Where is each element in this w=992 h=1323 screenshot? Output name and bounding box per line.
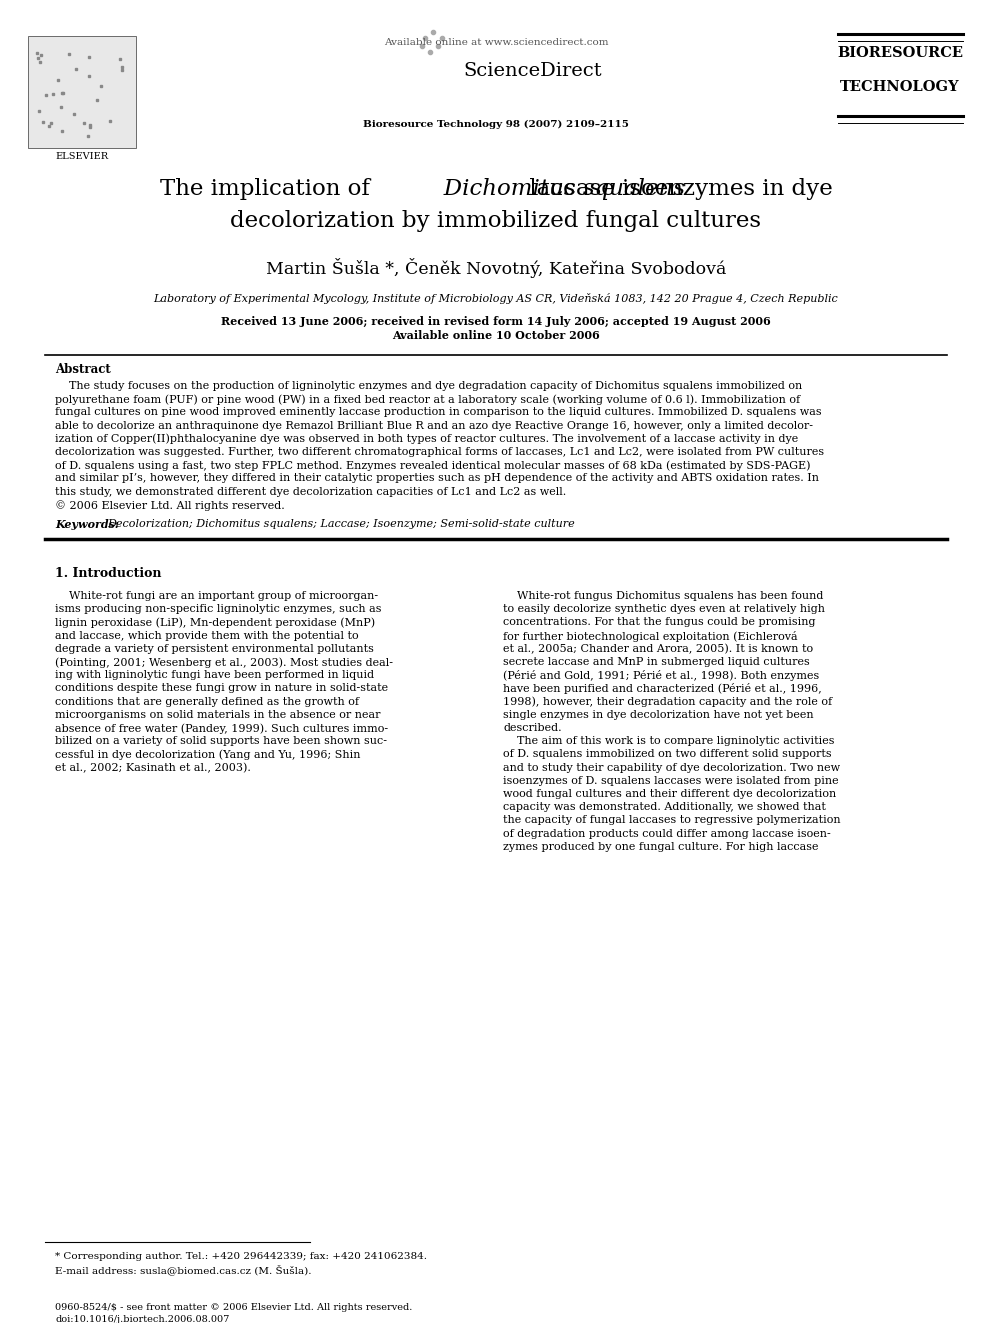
Text: the capacity of fungal laccases to regressive polymerization: the capacity of fungal laccases to regre… [503, 815, 840, 826]
Text: of D. squalens using a fast, two step FPLC method. Enzymes revealed identical mo: of D. squalens using a fast, two step FP… [55, 460, 810, 471]
Text: zymes produced by one fungal culture. For high laccase: zymes produced by one fungal culture. Fo… [503, 841, 818, 852]
Text: (Périé and Gold, 1991; Périé et al., 1998). Both enzymes: (Périé and Gold, 1991; Périé et al., 199… [503, 671, 819, 681]
Text: BIORESOURCE: BIORESOURCE [837, 46, 963, 60]
Text: and similar pI’s, however, they differed in their catalytic properties such as p: and similar pI’s, however, they differed… [55, 474, 819, 483]
Text: wood fungal cultures and their different dye decolorization: wood fungal cultures and their different… [503, 789, 836, 799]
Text: Martin Šušla *, Čeněk Novotný, Kateřina Svobodová: Martin Šušla *, Čeněk Novotný, Kateřina … [266, 258, 726, 278]
Text: absence of free water (Pandey, 1999). Such cultures immo-: absence of free water (Pandey, 1999). Su… [55, 722, 388, 733]
Text: able to decolorize an anthraquinone dye Remazol Brilliant Blue R and an azo dye : able to decolorize an anthraquinone dye … [55, 421, 813, 430]
Text: ScienceDirect: ScienceDirect [463, 62, 601, 79]
Text: this study, we demonstrated different dye decolorization capacities of Lc1 and L: this study, we demonstrated different dy… [55, 487, 566, 496]
Text: Dichomitus squalens: Dichomitus squalens [307, 179, 685, 200]
Text: secrete laccase and MnP in submerged liquid cultures: secrete laccase and MnP in submerged liq… [503, 658, 809, 667]
Text: polyurethane foam (PUF) or pine wood (PW) in a fixed bed reactor at a laboratory: polyurethane foam (PUF) or pine wood (PW… [55, 394, 801, 405]
Text: of D. squalens immobilized on two different solid supports: of D. squalens immobilized on two differ… [503, 749, 831, 759]
Text: isoenzymes of D. squalens laccases were isolated from pine: isoenzymes of D. squalens laccases were … [503, 775, 838, 786]
Text: of degradation products could differ among laccase isoen-: of degradation products could differ amo… [503, 828, 830, 839]
Text: conditions despite these fungi grow in nature in solid-state: conditions despite these fungi grow in n… [55, 684, 388, 693]
Text: bilized on a variety of solid supports have been shown suc-: bilized on a variety of solid supports h… [55, 736, 387, 746]
Text: (Pointing, 2001; Wesenberg et al., 2003). Most studies deal-: (Pointing, 2001; Wesenberg et al., 2003)… [55, 658, 393, 668]
Text: The study focuses on the production of ligninolytic enzymes and dye degradation : The study focuses on the production of l… [55, 381, 803, 392]
Text: decolorization by immobilized fungal cultures: decolorization by immobilized fungal cul… [230, 210, 762, 232]
Text: isms producing non-specific ligninolytic enzymes, such as: isms producing non-specific ligninolytic… [55, 605, 382, 614]
Text: lignin peroxidase (LiP), Mn-dependent peroxidase (MnP): lignin peroxidase (LiP), Mn-dependent pe… [55, 618, 375, 628]
Text: cessful in dye decolorization (Yang and Yu, 1996; Shin: cessful in dye decolorization (Yang and … [55, 749, 360, 759]
Text: © 2006 Elsevier Ltd. All rights reserved.: © 2006 Elsevier Ltd. All rights reserved… [55, 500, 285, 511]
Text: microorganisms on solid materials in the absence or near: microorganisms on solid materials in the… [55, 710, 381, 720]
Text: Keywords:: Keywords: [55, 519, 127, 531]
Text: single enzymes in dye decolorization have not yet been: single enzymes in dye decolorization hav… [503, 710, 813, 720]
Text: ing with ligninolytic fungi have been performed in liquid: ing with ligninolytic fungi have been pe… [55, 671, 374, 680]
Text: Received 13 June 2006; received in revised form 14 July 2006; accepted 19 August: Received 13 June 2006; received in revis… [221, 316, 771, 327]
Text: 1. Introduction: 1. Introduction [55, 568, 162, 579]
Text: 0960-8524/$ - see front matter © 2006 Elsevier Ltd. All rights reserved.: 0960-8524/$ - see front matter © 2006 El… [55, 1303, 413, 1312]
Text: ELSEVIER: ELSEVIER [56, 152, 108, 161]
Text: to easily decolorize synthetic dyes even at relatively high: to easily decolorize synthetic dyes even… [503, 605, 825, 614]
Text: The aim of this work is to compare ligninolytic activities: The aim of this work is to compare ligni… [503, 736, 834, 746]
Text: Decolorization; Dichomitus squalens; Laccase; Isoenzyme; Semi-solid-state cultur: Decolorization; Dichomitus squalens; Lac… [107, 519, 574, 529]
Text: et al., 2005a; Chander and Arora, 2005). It is known to: et al., 2005a; Chander and Arora, 2005).… [503, 644, 813, 654]
Text: Available online at www.sciencedirect.com: Available online at www.sciencedirect.co… [384, 38, 608, 48]
Text: Laboratory of Experimental Mycology, Institute of Microbiology AS CR, Videňská 1: Laboratory of Experimental Mycology, Ins… [154, 292, 838, 304]
Text: * Corresponding author. Tel.: +420 296442339; fax: +420 241062384.: * Corresponding author. Tel.: +420 29644… [55, 1252, 427, 1261]
Text: et al., 2002; Kasinath et al., 2003).: et al., 2002; Kasinath et al., 2003). [55, 762, 251, 773]
Text: doi:10.1016/j.biortech.2006.08.007: doi:10.1016/j.biortech.2006.08.007 [55, 1315, 229, 1323]
Text: conditions that are generally defined as the growth of: conditions that are generally defined as… [55, 697, 359, 706]
Text: ization of Copper(II)phthalocyanine dye was observed in both types of reactor cu: ization of Copper(II)phthalocyanine dye … [55, 434, 799, 445]
Text: TECHNOLOGY: TECHNOLOGY [840, 79, 959, 94]
Text: 1998), however, their degradation capacity and the role of: 1998), however, their degradation capaci… [503, 697, 832, 708]
Text: degrade a variety of persistent environmental pollutants: degrade a variety of persistent environm… [55, 644, 374, 654]
Bar [28, 36, 136, 148]
Text: The implication of                      laccase isoenzymes in dye: The implication of laccase isoenzymes in… [160, 179, 832, 200]
Text: for further biotechnological exploitation (Eichlerová: for further biotechnological exploitatio… [503, 631, 798, 642]
Text: White-rot fungi are an important group of microorgan-: White-rot fungi are an important group o… [55, 591, 378, 601]
Text: described.: described. [503, 722, 561, 733]
Text: Bioresource Technology 98 (2007) 2109–2115: Bioresource Technology 98 (2007) 2109–21… [363, 120, 629, 130]
Text: fungal cultures on pine wood improved eminently laccase production in comparison: fungal cultures on pine wood improved em… [55, 407, 821, 417]
Text: Abstract: Abstract [55, 363, 111, 376]
Text: decolorization was suggested. Further, two different chromatographical forms of : decolorization was suggested. Further, t… [55, 447, 824, 456]
Text: White-rot fungus Dichomitus squalens has been found: White-rot fungus Dichomitus squalens has… [503, 591, 823, 601]
Text: capacity was demonstrated. Additionally, we showed that: capacity was demonstrated. Additionally,… [503, 802, 826, 812]
Text: E-mail address: susla@biomed.cas.cz (M. Šušla).: E-mail address: susla@biomed.cas.cz (M. … [55, 1265, 311, 1275]
Text: and laccase, which provide them with the potential to: and laccase, which provide them with the… [55, 631, 359, 640]
Text: have been purified and characterized (Périé et al., 1996,: have been purified and characterized (Pé… [503, 684, 821, 695]
Text: and to study their capability of dye decolorization. Two new: and to study their capability of dye dec… [503, 762, 840, 773]
Text: concentrations. For that the fungus could be promising: concentrations. For that the fungus coul… [503, 618, 815, 627]
Text: Available online 10 October 2006: Available online 10 October 2006 [392, 329, 600, 341]
